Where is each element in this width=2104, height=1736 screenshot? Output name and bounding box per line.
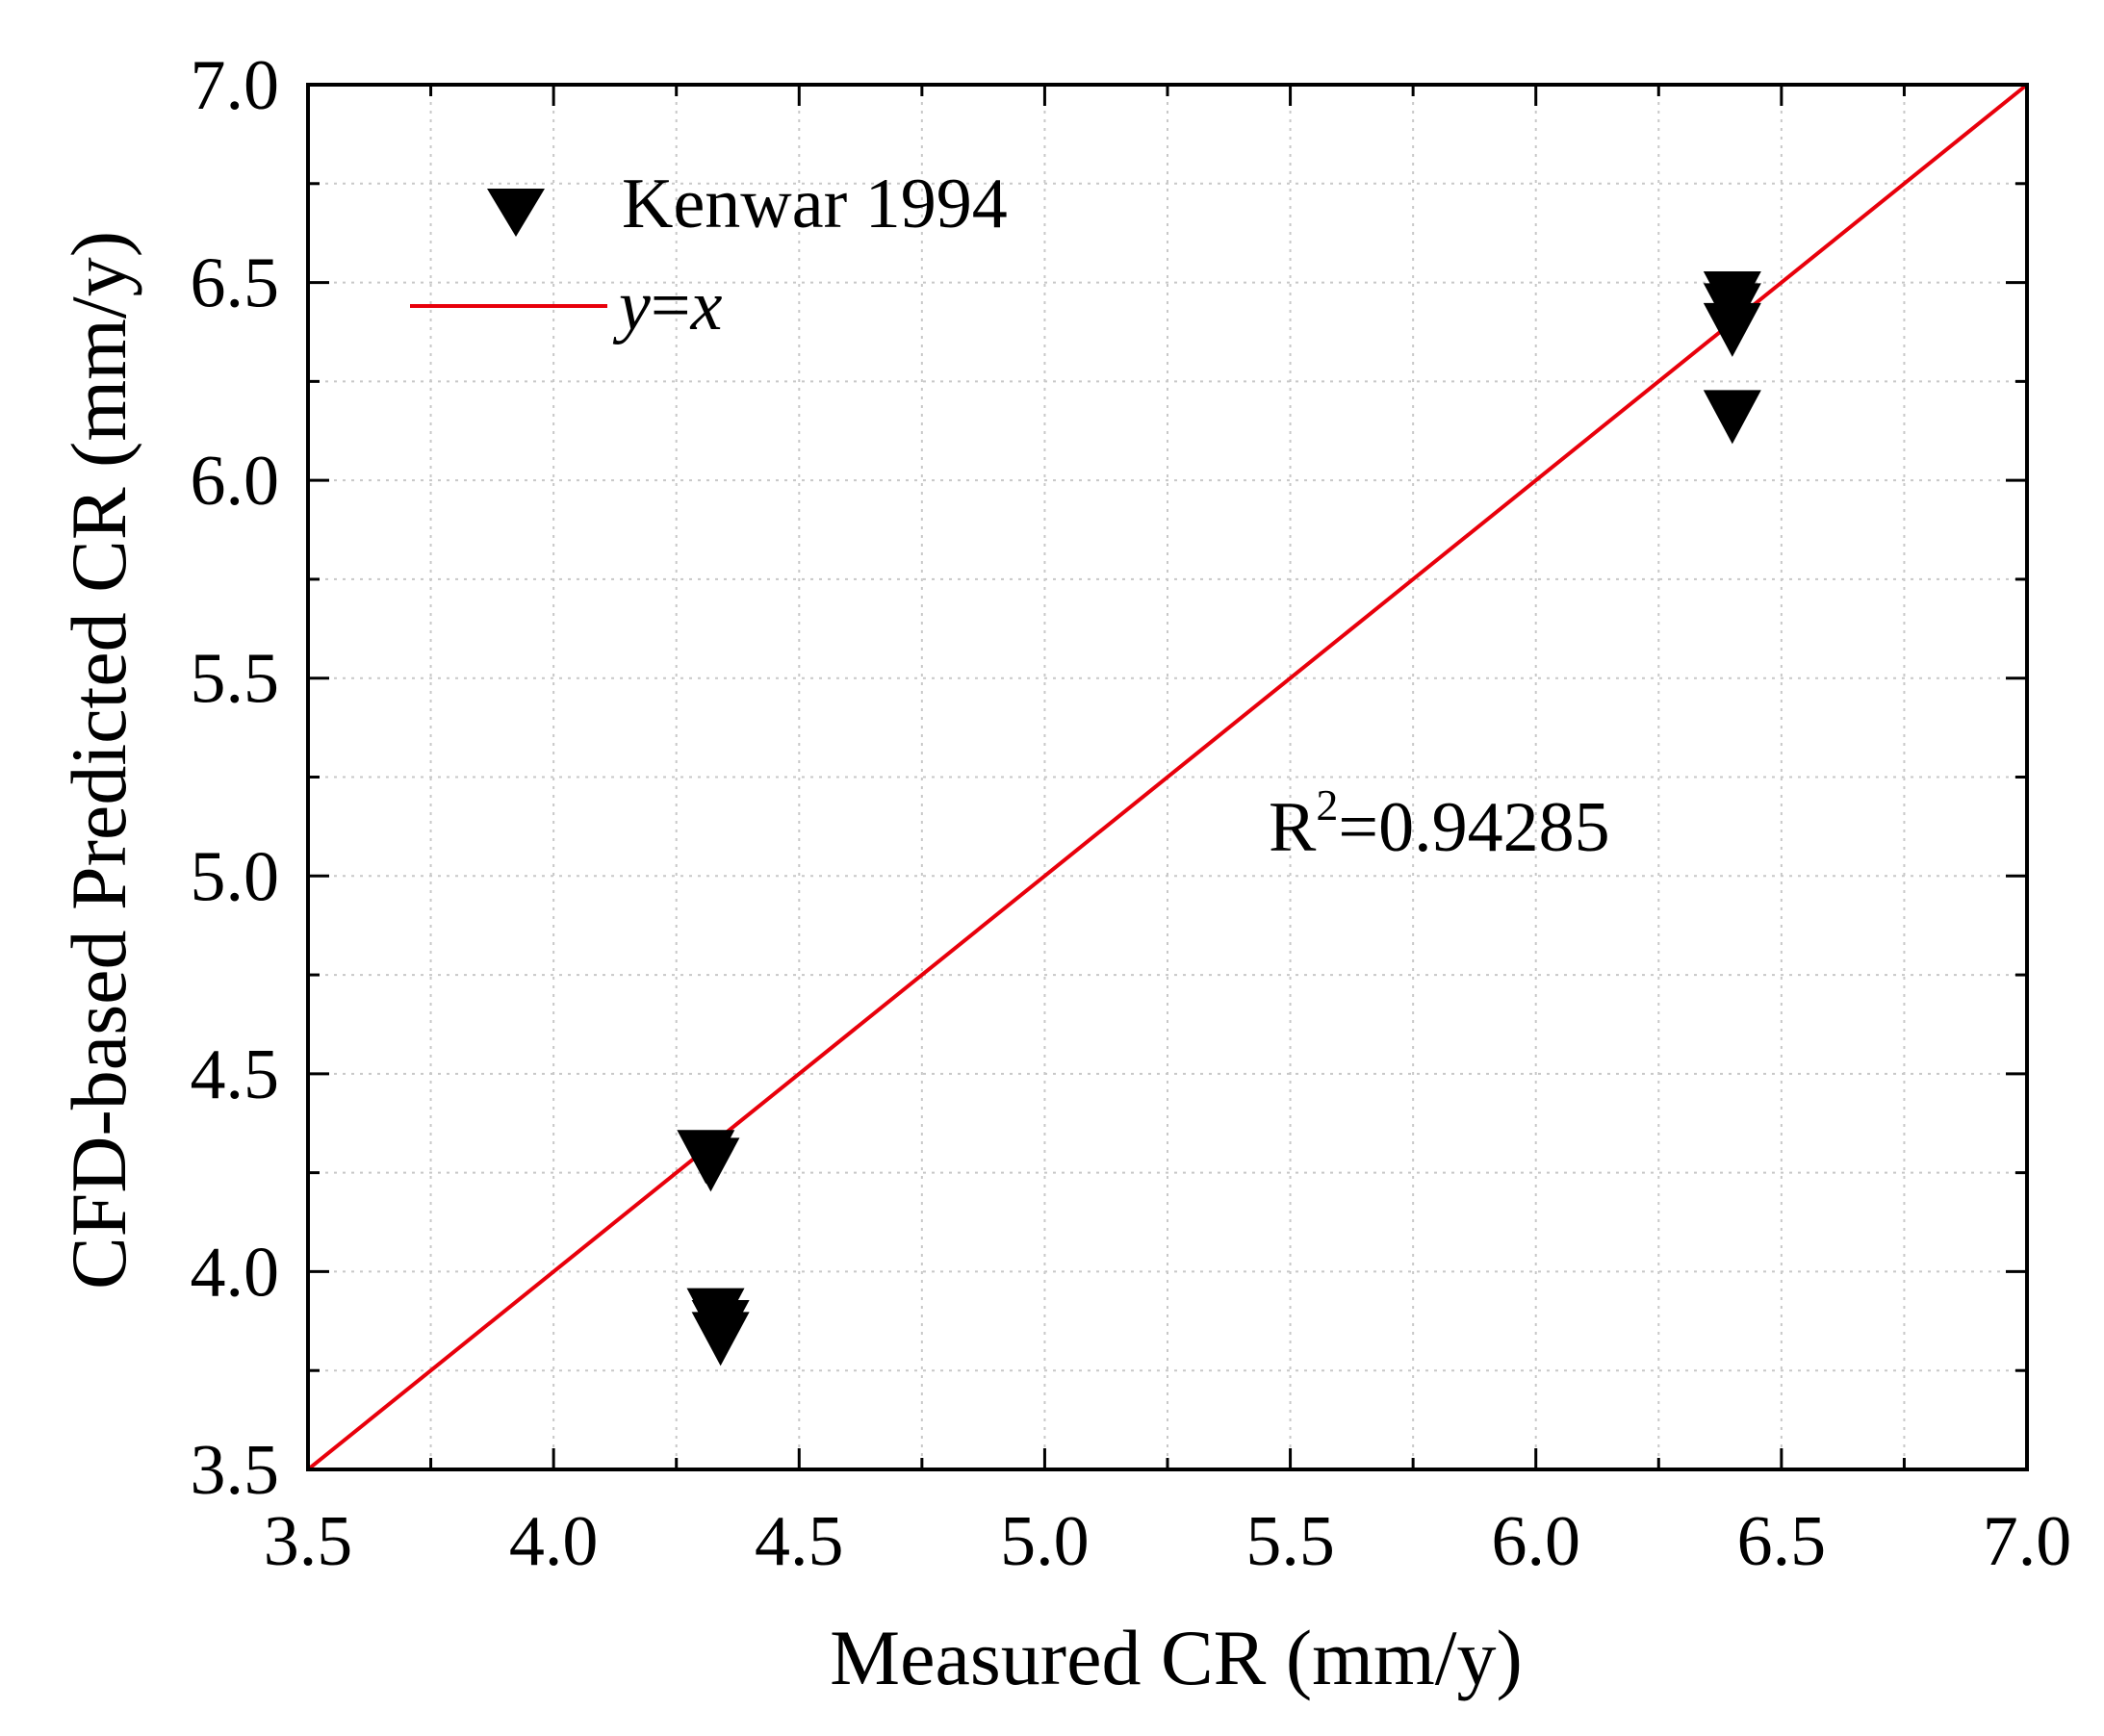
x-tick-label: 3.5: [264, 1502, 353, 1581]
legend-label-yx: y=x: [612, 267, 723, 345]
y-tick-labels: 3.5 4.0 4.5 5.0 5.5 6.0 6.5 7.0: [191, 46, 280, 1510]
x-tick-label: 6.0: [1491, 1502, 1580, 1581]
y-tick-label: 7.0: [191, 46, 280, 125]
y-tick-label: 3.5: [191, 1431, 280, 1510]
data-point: [1703, 390, 1761, 445]
x-tick-label: 7.0: [1983, 1502, 2072, 1581]
data-point: [681, 1137, 740, 1192]
legend-label-kenwar: Kenwar 1994: [622, 165, 1008, 243]
r-squared-value: =0.94285: [1338, 788, 1609, 867]
grid: [308, 85, 2027, 1469]
x-tick-labels: 3.5 4.0 4.5 5.0 5.5 6.0 6.5 7.0: [264, 1502, 2072, 1581]
x-axis-title: Measured CR (mm/y): [830, 1614, 1523, 1701]
legend-marker-kenwar: [487, 189, 545, 237]
ticks: [306, 83, 2029, 1471]
y-tick-label: 5.0: [191, 837, 280, 916]
x-tick-label: 4.5: [755, 1502, 844, 1581]
r-squared-annotation: R2=0.94285: [1269, 780, 1610, 867]
x-tick-label: 5.5: [1245, 1502, 1335, 1581]
legend: Kenwar 1994 y=x: [410, 165, 1008, 345]
y-tick-label: 6.5: [191, 244, 280, 323]
legend-label-yx-y: y: [612, 267, 651, 345]
x-tick-label: 5.0: [1000, 1502, 1090, 1581]
r-squared-prefix: R: [1269, 788, 1317, 867]
data-point: [1703, 302, 1761, 357]
y-axis-title: CFD-based Predicted CR (mm/y): [55, 231, 142, 1289]
x-tick-label: 4.0: [509, 1502, 599, 1581]
data-point: [691, 1312, 750, 1366]
y-tick-label: 4.5: [191, 1035, 280, 1114]
legend-label-yx-eq: =: [651, 267, 691, 345]
legend-label-yx-x: x: [690, 267, 723, 345]
y-tick-label: 6.0: [191, 442, 280, 521]
x-tick-label: 6.5: [1737, 1502, 1827, 1581]
r-squared-superscript: 2: [1316, 780, 1338, 830]
y-tick-label: 5.5: [191, 640, 280, 719]
data-points: [677, 271, 1761, 1366]
y-tick-label: 4.0: [191, 1233, 280, 1312]
